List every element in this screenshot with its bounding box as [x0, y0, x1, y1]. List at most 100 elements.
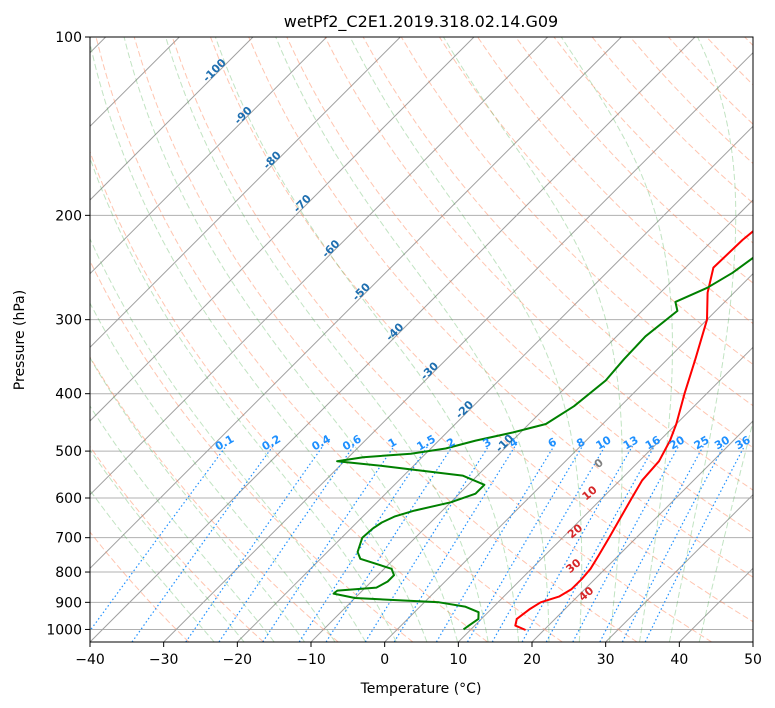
moist-adiabat-line [90, 448, 245, 642]
moist-adiabat-line [90, 40, 428, 642]
dry-adiabat-line [286, 37, 753, 534]
mixing-ratio-line [621, 445, 725, 642]
dry-adiabat-line [553, 37, 753, 244]
dry-adiabat-line [95, 37, 563, 642]
dry-adiabat-line [171, 37, 712, 642]
dry-adiabat-line [90, 356, 339, 642]
mixing-ratio-label: 6 [546, 435, 559, 450]
moist-adiabat-line [123, 37, 459, 642]
moist-adiabat-label: 20 [565, 521, 585, 541]
mixing-ratio-label: 30 [712, 433, 732, 452]
y-tick-label: 900 [55, 595, 82, 611]
mixing-ratio-label: 0.1 [213, 432, 236, 453]
moist-adiabat-line [90, 237, 367, 642]
moist-adiabat-line [90, 489, 215, 642]
moist-adiabat-line [90, 156, 397, 642]
mixing-ratio-line [599, 445, 704, 642]
mixing-ratio-line [572, 445, 680, 642]
dry-adiabat-line [90, 531, 190, 642]
mixing-ratio-line [298, 445, 429, 642]
x-tick-label: −20 [223, 652, 253, 668]
dry-adiabat-line [744, 37, 753, 47]
mixing-ratio-line [466, 445, 584, 642]
x-axis: −40 −30 −20 −10 0 10 20 30 40 50 [75, 642, 762, 668]
moist-adiabat-line [698, 419, 753, 642]
y-tick-label: 500 [55, 444, 82, 460]
isotherm-line [90, 37, 696, 642]
dry-adiabat-label: -90 [232, 104, 255, 127]
isotherm-line [90, 37, 549, 496]
y-tick-label: 1000 [46, 622, 82, 638]
x-tick-label: −10 [296, 652, 326, 668]
dry-adiabat-line [515, 37, 753, 284]
moist-adiabat-label: 40 [576, 584, 596, 604]
moist-adiabat-line [90, 356, 305, 642]
mixing-ratio-label: 0.6 [340, 432, 364, 453]
isotherm-line [752, 641, 753, 642]
y-tick-label: 100 [55, 30, 82, 46]
y-tick-label: 600 [55, 491, 82, 507]
moist-adiabat-line [349, 37, 583, 642]
moist-adiabat-line [90, 405, 275, 642]
mixing-ratio-label: 20 [667, 433, 687, 452]
y-tick-label: 800 [55, 565, 82, 581]
isotherm-line [90, 37, 254, 201]
moist-adiabat-line [275, 37, 550, 642]
mixing-ratio-label: 10 [594, 433, 614, 452]
moist-adiabat-line [668, 37, 737, 642]
moist-adiabat-line [443, 37, 623, 642]
dry-adiabat-label: -40 [383, 320, 406, 343]
mixing-ratio-label: 16 [643, 433, 663, 452]
mixing-ratio-label: 1 [386, 435, 399, 450]
dry-adiabat-label: -50 [350, 280, 373, 303]
isotherm-line [236, 125, 753, 642]
mixing-ratio-line [131, 445, 274, 642]
profile-lines [332, 229, 753, 631]
dry-adiabat-line [400, 37, 753, 407]
mixing-ratio-line [185, 445, 324, 642]
x-tick-label: −40 [75, 652, 105, 668]
y-axis-label: Pressure (hPa) [12, 290, 28, 390]
x-tick-label: 50 [744, 652, 762, 668]
dry-adiabat-label: -100 [200, 56, 229, 85]
plot-frame [89, 36, 754, 643]
dry-adiabat-line [477, 37, 753, 325]
y-tick-label: 300 [55, 313, 82, 329]
isotherm-line [163, 51, 753, 642]
dry-adiabat-line [90, 259, 414, 642]
mixing-ratio-line [521, 445, 634, 642]
moist-adiabat-line [560, 37, 673, 642]
moist-adiabat-line [165, 37, 489, 642]
mixing-ratio-line [393, 445, 516, 642]
mixing-ratio-line [325, 445, 454, 642]
y-tick-label: 200 [55, 208, 82, 224]
dry-adiabat-line [210, 37, 753, 623]
dry-adiabat-label: -60 [319, 237, 342, 260]
dry-adiabat-line [438, 37, 753, 366]
mixing-ratio-label: 8 [574, 435, 587, 450]
isotherm-line [90, 37, 475, 422]
dry-adiabat-line [668, 37, 753, 125]
mixing-ratio-line [262, 445, 395, 642]
dry-adiabat-line [90, 150, 488, 642]
isotherm-line [90, 37, 401, 349]
mixing-ratio-line [364, 445, 490, 642]
x-tick-label: 30 [597, 652, 615, 668]
isotherm-line [90, 37, 622, 570]
dry-adiabat-label: -70 [291, 192, 314, 215]
dry-adiabat-line [706, 37, 753, 86]
y-tick-label: 400 [55, 387, 82, 403]
temperature-profile-line [514, 229, 753, 631]
x-tick-label: 10 [449, 652, 467, 668]
x-tick-label: 40 [670, 652, 688, 668]
dry-adiabat-line [591, 37, 753, 204]
x-axis-label: Temperature (°C) [360, 681, 482, 697]
chart-title: wetPf2_C2E1.2019.318.02.14.G09 [284, 12, 558, 32]
mixing-ratio-line [435, 445, 555, 642]
isotherm-line [90, 37, 328, 275]
x-tick-label: 0 [380, 652, 389, 668]
dewpoint-profile-line [332, 256, 753, 631]
dry-adiabat-label: -20 [453, 398, 476, 421]
dry-adiabat-line [133, 37, 638, 642]
